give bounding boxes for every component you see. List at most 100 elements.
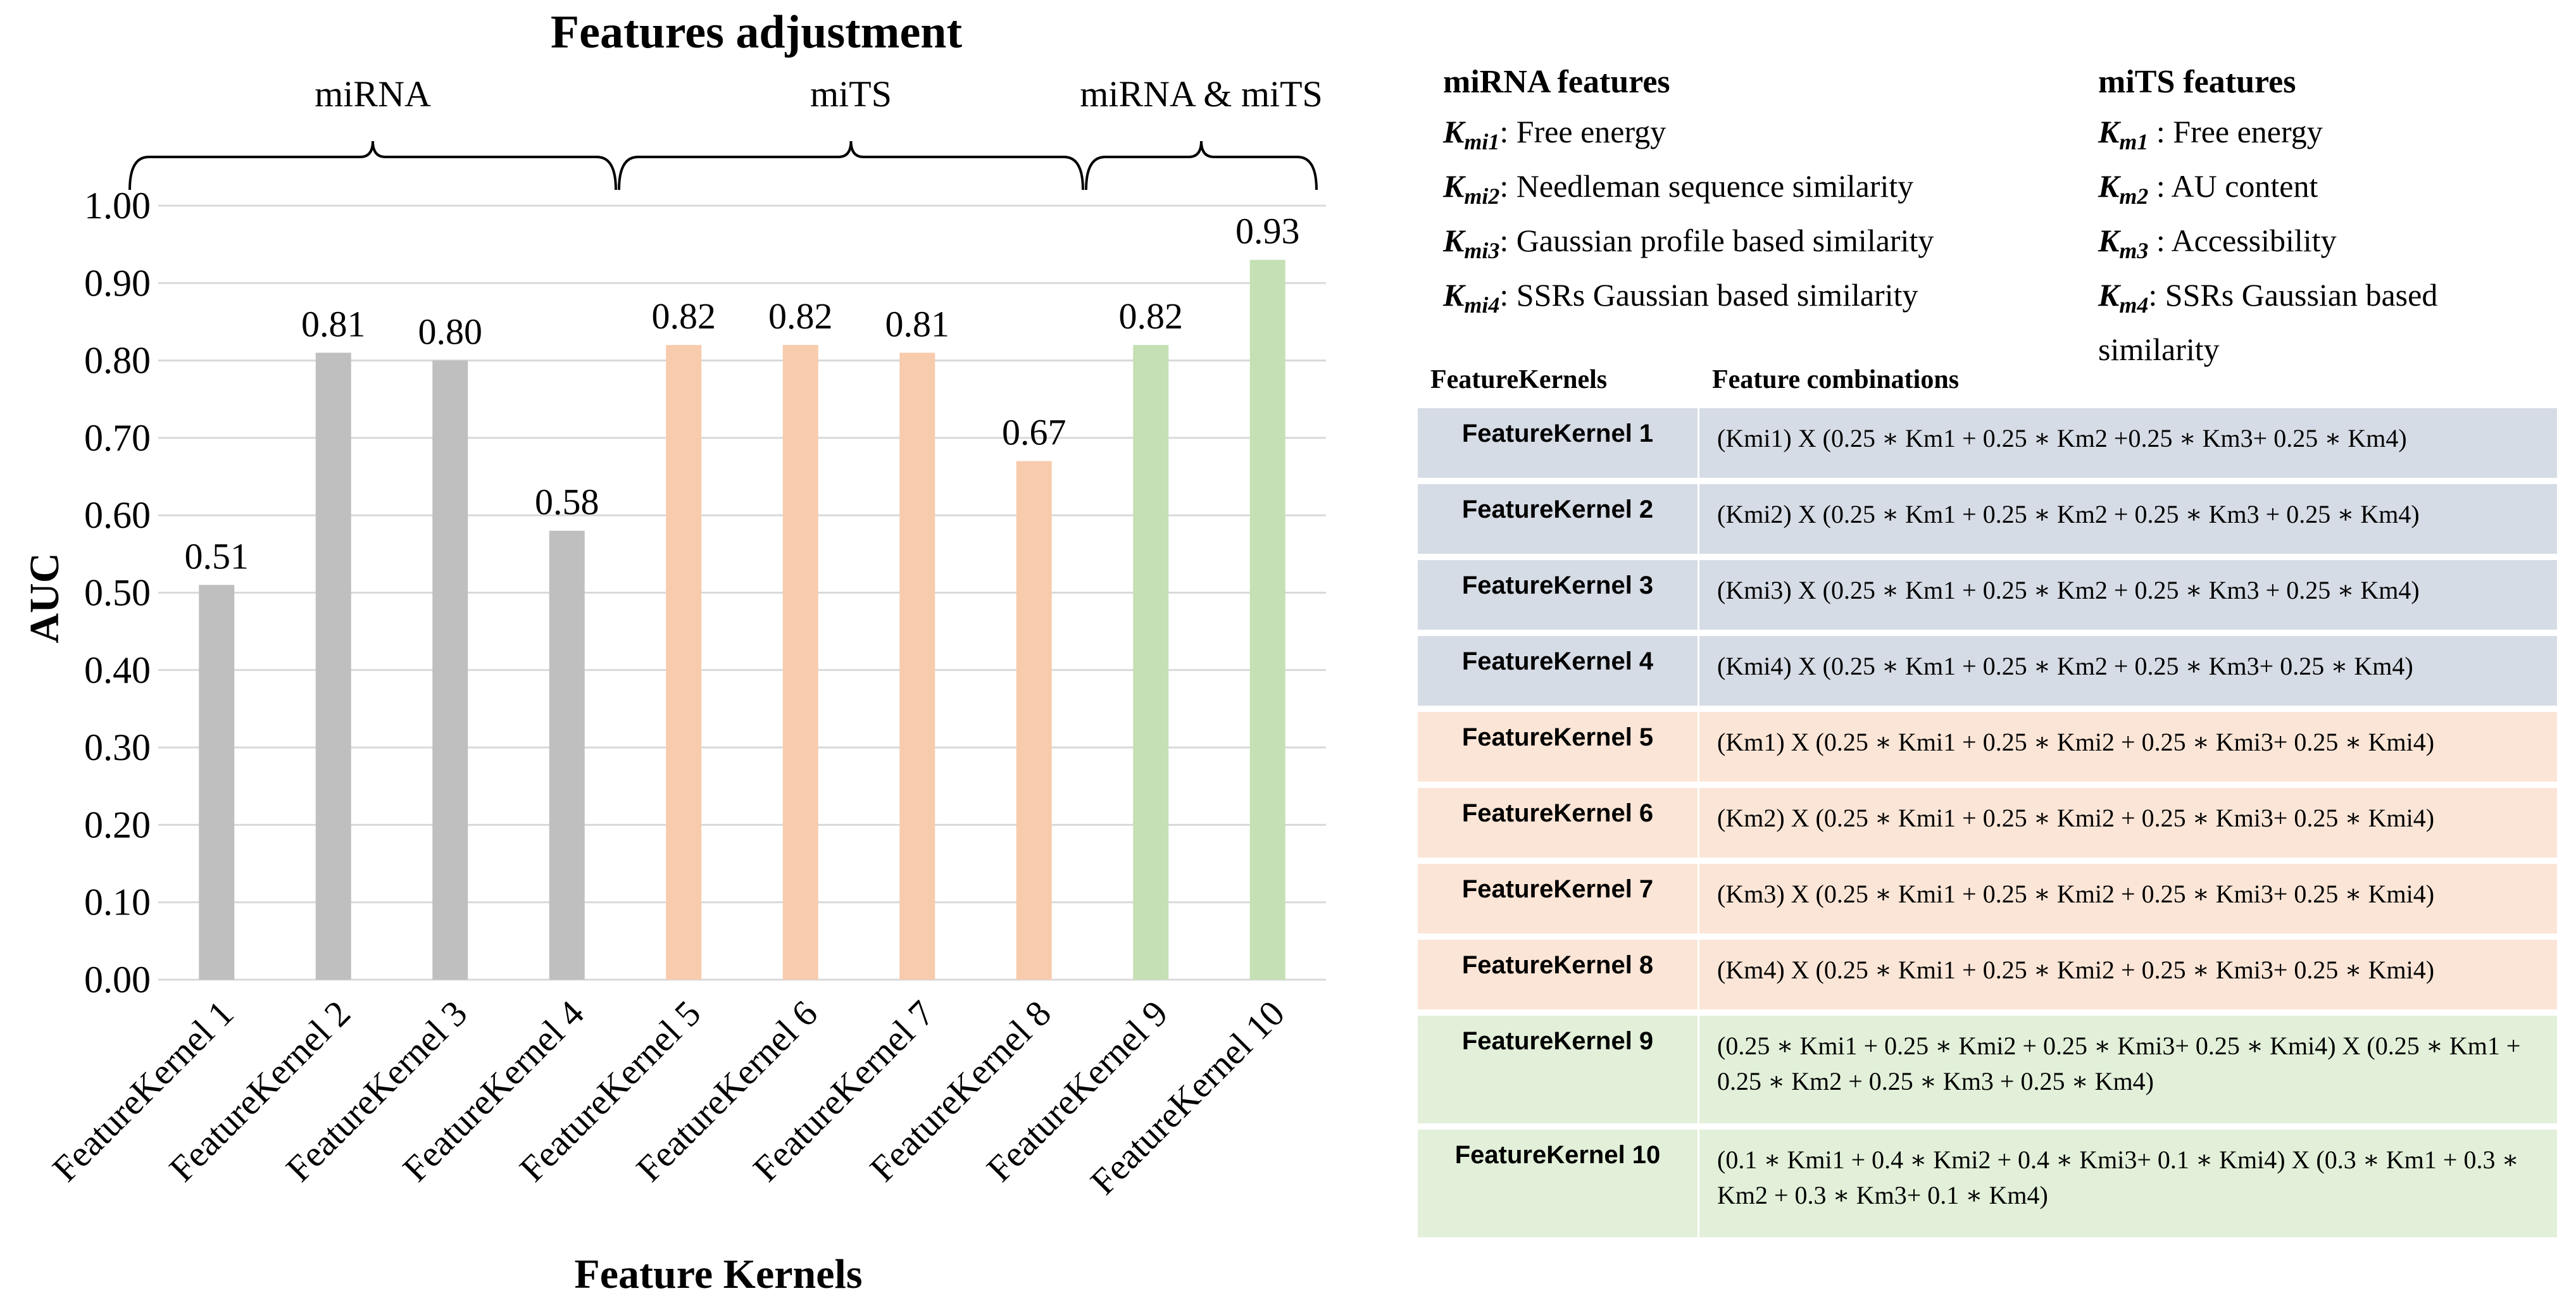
kernel-formula-cell: (Km2) X (0.25 ∗ Kmi1 + 0.25 ∗ Kmi2 + 0.2… [1699, 788, 2557, 858]
feature-symbol: Km1 [2098, 114, 2149, 154]
feature-symbol: Kmi4 [1443, 277, 1500, 318]
data-label: 0.81 [301, 303, 366, 344]
y-tick-label: 0.10 [84, 882, 151, 923]
kernel-formula-cell: (Km1) X (0.25 ∗ Kmi1 + 0.25 ∗ Kmi2 + 0.2… [1699, 712, 2557, 782]
group-brace [618, 140, 1084, 190]
group-label: miRNA & miTS [1080, 73, 1323, 115]
table-row: FeatureKernel 7 (Km3) X (0.25 ∗ Kmi1 + 0… [1418, 864, 2557, 933]
feature-desc: : SSRs Gaussian based similarity [2098, 277, 2438, 367]
kernel-formula-cell: (Kmi3) X (0.25 ∗ Km1 + 0.25 ∗ Km2 + 0.25… [1699, 560, 2557, 630]
feature-symbol: Km3 [2098, 223, 2149, 263]
feature-desc: : Gaussian profile based similarity [1499, 223, 1934, 258]
y-tick-label: 1.00 [84, 185, 151, 227]
feature-symbol: Kmi2 [1443, 168, 1500, 209]
x-tick-label: FeatureKernel 10 [1082, 992, 1292, 1202]
bar-8 [1016, 461, 1052, 980]
y-axis-label: AUC [22, 553, 68, 644]
feature-desc: : Free energy [1499, 114, 1666, 149]
data-label: 0.93 [1235, 211, 1300, 252]
bar-6 [782, 345, 818, 980]
y-tick-label: 0.90 [84, 262, 151, 304]
y-tick-label: 0.00 [84, 959, 151, 1001]
feature-kernel-table: FeatureKernels Feature combinations Feat… [1418, 351, 2557, 1244]
data-label: 0.82 [768, 296, 833, 337]
feature-symbol: Kmi3 [1443, 223, 1500, 263]
kernel-name-cell: FeatureKernel 1 [1418, 408, 1699, 478]
group-brace [1085, 140, 1318, 190]
kernel-formula-cell: (Kmi2) X (0.25 ∗ Km1 + 0.25 ∗ Km2 + 0.25… [1699, 484, 2557, 554]
bar-4 [549, 530, 585, 980]
table-row: FeatureKernel 9 (0.25 ∗ Kmi1 + 0.25 ∗ Km… [1418, 1016, 2557, 1123]
y-tick-label: 0.30 [84, 727, 151, 768]
mirna-feature-item: Kmi4: SSRs Gaussian based similarity [1443, 273, 1934, 327]
mirna-feature-item: Kmi1: Free energy [1443, 109, 1934, 164]
feature-desc: : Free energy [2148, 114, 2323, 149]
table-row: FeatureKernel 10 (0.1 ∗ Kmi1 + 0.4 ∗ Kmi… [1418, 1130, 2557, 1237]
kernel-formula-cell: (0.25 ∗ Kmi1 + 0.25 ∗ Kmi2 + 0.25 ∗ Kmi3… [1699, 1016, 2557, 1123]
table-header-row: FeatureKernels Feature combinations [1418, 358, 2557, 402]
bar-5 [666, 345, 702, 980]
mirna-features-legend: miRNA features Kmi1: Free energy Kmi2: N… [1443, 60, 1934, 327]
kernel-name-cell: FeatureKernel 5 [1418, 712, 1699, 782]
table-row: FeatureKernel 6 (Km2) X (0.25 ∗ Kmi1 + 0… [1418, 788, 2557, 858]
mirna-legend-title: miRNA features [1443, 64, 1670, 100]
group-brace [128, 140, 617, 190]
feature-symbol: Km4 [2098, 277, 2149, 318]
kernel-name-cell: FeatureKernel 8 [1418, 940, 1699, 1009]
kernel-formula-cell: (Kmi4) X (0.25 ∗ Km1 + 0.25 ∗ Km2 + 0.25… [1699, 636, 2557, 706]
table-row: FeatureKernel 8 (Km4) X (0.25 ∗ Kmi1 + 0… [1418, 940, 2557, 1009]
kernel-formula-cell: (0.1 ∗ Kmi1 + 0.4 ∗ Kmi2 + 0.4 ∗ Kmi3+ 0… [1699, 1130, 2557, 1237]
y-tick-label: 0.60 [84, 494, 151, 536]
table-row: FeatureKernel 4 (Kmi4) X (0.25 ∗ Km1 + 0… [1418, 636, 2557, 706]
bar-1 [199, 585, 235, 980]
mirna-feature-item: Kmi3: Gaussian profile based similarity [1443, 218, 1934, 273]
kernel-name-cell: FeatureKernel 6 [1418, 788, 1699, 858]
group-label: miTS [810, 73, 892, 115]
feature-desc: : Needleman sequence similarity [1499, 168, 1914, 204]
bar-2 [315, 353, 351, 980]
mits-feature-item: Km3 : Accessibility [2098, 218, 2554, 273]
bar-9 [1133, 345, 1169, 980]
table-row: FeatureKernel 1 (Kmi1) X (0.25 ∗ Km1 + 0… [1418, 408, 2557, 478]
kernel-name-cell: FeatureKernel 4 [1418, 636, 1699, 706]
kernel-name-cell: FeatureKernel 3 [1418, 560, 1699, 630]
table-row: FeatureKernel 5 (Km1) X (0.25 ∗ Kmi1 + 0… [1418, 712, 2557, 782]
data-label: 0.82 [1119, 296, 1184, 337]
feature-symbol: Km2 [2098, 168, 2149, 209]
feature-desc: : AU content [2148, 168, 2318, 204]
data-label: 0.67 [1002, 412, 1066, 453]
table-row: FeatureKernel 2 (Kmi2) X (0.25 ∗ Km1 + 0… [1418, 484, 2557, 554]
y-tick-label: 0.70 [84, 417, 151, 459]
data-label: 0.81 [885, 303, 950, 344]
mits-feature-item: Km4: SSRs Gaussian based similarity [2098, 273, 2554, 371]
data-label: 0.80 [418, 311, 483, 353]
bar-10 [1249, 259, 1285, 980]
auc-bar-chart: Features adjustment 0.00 0.10 0.20 0.30 0.40… [22, 6, 1326, 1297]
data-label: 0.51 [185, 535, 249, 577]
chart-title: Features adjustment [551, 6, 963, 58]
table-row: FeatureKernel 3 (Kmi3) X (0.25 ∗ Km1 + 0… [1418, 560, 2557, 630]
mits-feature-item: Km1 : Free energy [2098, 109, 2554, 164]
feature-desc: : Accessibility [2148, 223, 2337, 258]
kernel-formula-cell: (Km3) X (0.25 ∗ Kmi1 + 0.25 ∗ Kmi2 + 0.2… [1699, 864, 2557, 933]
data-label: 0.58 [535, 482, 599, 523]
mits-feature-item: Km2 : AU content [2098, 164, 2554, 218]
bar-7 [899, 353, 935, 980]
data-label: 0.82 [652, 296, 716, 337]
kernel-formula-cell: (Km4) X (0.25 ∗ Kmi1 + 0.25 ∗ Kmi2 + 0.2… [1699, 940, 2557, 1009]
group-label: miRNA [315, 73, 431, 115]
feature-desc: : SSRs Gaussian based similarity [1499, 277, 1918, 313]
header-feature-combinations: Feature combinations [1712, 365, 1960, 394]
bar-3 [432, 360, 468, 980]
y-tick-label: 0.40 [84, 649, 151, 691]
kernel-name-cell: FeatureKernel 7 [1418, 864, 1699, 933]
y-tick-label: 0.50 [84, 572, 151, 614]
x-axis-label: Feature Kernels [574, 1251, 862, 1297]
mirna-feature-item: Kmi2: Needleman sequence similarity [1443, 164, 1934, 218]
mits-features-legend: miTS features Km1 : Free energy Km2 : AU… [2098, 60, 2554, 371]
y-tick-label: 0.20 [84, 804, 151, 846]
kernel-name-cell: FeatureKernel 2 [1418, 484, 1699, 554]
mits-legend-title: miTS features [2098, 64, 2296, 100]
feature-symbol: Kmi1 [1443, 114, 1500, 154]
header-feature-kernels: FeatureKernels [1430, 365, 1608, 394]
